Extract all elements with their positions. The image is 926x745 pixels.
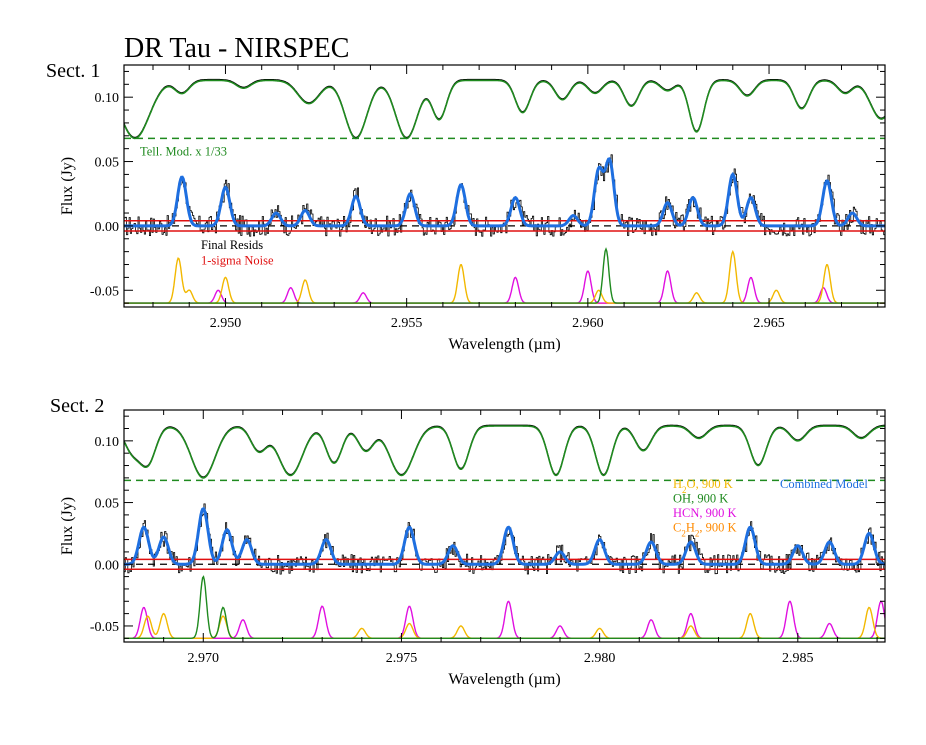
y-tick-label: 0.05 <box>95 156 120 171</box>
plot-area <box>124 78 885 304</box>
x-tick-label: 2.965 <box>753 316 785 331</box>
oh-model-line <box>124 247 885 304</box>
panel-label: Sect. 1 <box>46 60 100 82</box>
noise-label: 1-sigma Noise <box>201 254 274 268</box>
telluric-model-line <box>124 79 885 140</box>
y-axis-label: Flux (Jy) <box>59 497 76 555</box>
combined-model-line <box>124 157 885 228</box>
telluric-observed-line <box>124 78 885 138</box>
panel-sect-2: Sect. 2 2.970 2.975 2.980 2.985 -0.05 0.00 0.05… <box>50 395 886 688</box>
legend-c2h2: C2H2, 900 K <box>673 521 737 539</box>
x-axis-label: Wavelength (µm) <box>448 671 560 688</box>
telluric-model-line <box>124 425 885 479</box>
x-tick-label: 2.975 <box>386 651 418 666</box>
telluric-note: Tell. Mod. x 1/33 <box>140 144 227 158</box>
combined-model-label: Combined Model <box>780 477 868 491</box>
x-tick-label: 2.970 <box>188 651 220 666</box>
combined-model-line <box>124 506 885 566</box>
plot-frame <box>123 64 886 308</box>
legend-oh: OH, 900 K <box>673 492 728 506</box>
x-axis-label: Wavelength (µm) <box>448 336 560 353</box>
y-tick-label: -0.05 <box>90 620 119 635</box>
legend-h2o: H2O, 900 K <box>673 477 733 495</box>
legend-hcn: HCN, 900 K <box>673 506 737 520</box>
y-tick-label: 0.00 <box>95 220 120 235</box>
resids-label: Final Resids <box>201 238 263 252</box>
y-tick-label: -0.05 <box>90 284 119 299</box>
x-tick-label: 2.950 <box>210 316 242 331</box>
x-tick-label: 2.960 <box>572 316 604 331</box>
plot-frame <box>123 409 886 643</box>
figure-title: DR Tau - NIRSPEC <box>124 33 349 64</box>
h2o-model-line <box>124 606 885 639</box>
panel-label: Sect. 2 <box>50 395 104 417</box>
y-tick-label: 0.00 <box>95 558 120 573</box>
y-axis-label: Flux (Jy) <box>59 157 76 215</box>
telluric-observed-line <box>124 424 885 478</box>
y-tick-label: 0.10 <box>95 435 120 450</box>
y-tick-label: 0.05 <box>95 497 120 512</box>
hcn-model-line <box>124 600 885 639</box>
x-tick-label: 2.980 <box>584 651 616 666</box>
y-tick-label: 0.10 <box>95 91 120 106</box>
hcn-model-line <box>124 269 885 304</box>
x-tick-label: 2.955 <box>391 316 423 331</box>
panel-sect-1: Sect. 1 2.950 2.955 2.960 2.965 -0.05 0.00 0.05… <box>46 60 886 353</box>
plot-area <box>124 424 885 639</box>
x-tick-label: 2.985 <box>782 651 814 666</box>
